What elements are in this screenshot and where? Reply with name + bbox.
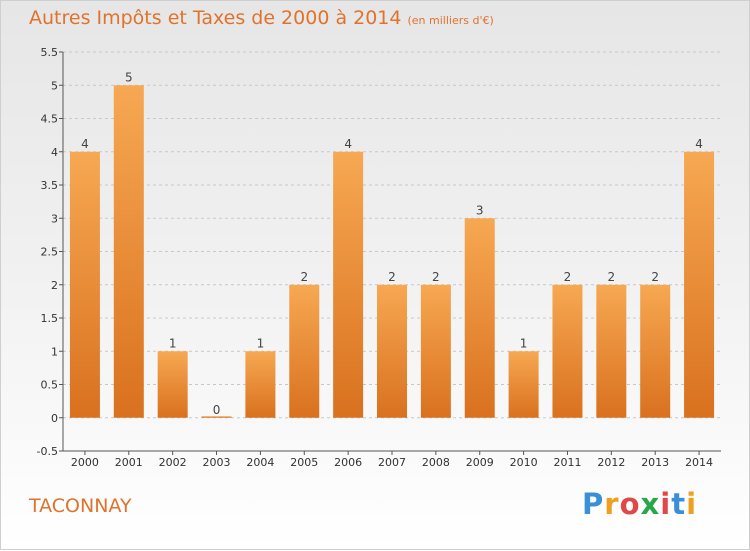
value-label-2010: 1: [520, 336, 528, 350]
value-label-2011: 2: [564, 270, 572, 284]
logo-letter: r: [604, 487, 620, 521]
bar-2010: [508, 351, 539, 418]
value-label-2003: 0: [213, 403, 221, 417]
logo-letter: x: [640, 487, 661, 521]
value-label-2012: 2: [608, 270, 616, 284]
bar-2014: [684, 151, 715, 418]
value-label-2007: 2: [388, 270, 396, 284]
y-tick-label: -0.5: [37, 445, 58, 458]
y-tick-label: 0.5: [41, 379, 59, 392]
bar-2013: [640, 284, 671, 418]
bar-2007: [377, 284, 407, 418]
x-tick-label-2002: 2002: [159, 456, 187, 469]
y-tick-label: 4.5: [41, 113, 59, 126]
bar-2003: [201, 416, 232, 418]
y-tick-label: 2.5: [41, 246, 59, 259]
value-label-2008: 2: [432, 270, 440, 284]
x-axis-labels: 2000 2001 2002 2003 2004 2005 2006 2007 2008 2009…: [71, 456, 713, 469]
bar-2005: [289, 284, 320, 418]
proxiti-logo: Proxiti: [582, 487, 697, 521]
y-tick-label: 1.5: [41, 312, 59, 325]
value-label-2005: 2: [300, 270, 308, 284]
commune-name: TACONNAY: [29, 495, 132, 517]
logo-letter: i: [686, 487, 698, 521]
y-tick-label: 3.5: [41, 179, 59, 192]
value-label-2006: 4: [344, 137, 352, 151]
bar-2000: [69, 151, 100, 418]
y-tick-label: 1: [51, 345, 58, 358]
value-label-2002: 1: [169, 336, 177, 350]
bar-2012: [596, 284, 627, 418]
value-label-2004: 1: [257, 336, 265, 350]
logo-letter: t: [671, 487, 687, 521]
x-tick-label-2003: 2003: [203, 456, 231, 469]
x-tick-label-2005: 2005: [290, 456, 318, 469]
chart-title: Autres Impôts et Taxes de 2000 à 2014 (en…: [29, 7, 494, 29]
y-tick-label: 2: [51, 279, 58, 292]
y-tick-label: 4: [51, 146, 58, 159]
bar-2006: [333, 151, 364, 418]
x-tick-label-2006: 2006: [334, 456, 362, 469]
bar-2004: [245, 351, 276, 418]
bars: [69, 85, 715, 418]
bar-2001: [113, 85, 144, 418]
y-tick-label: 3: [51, 212, 58, 225]
x-tick-label-2012: 2012: [597, 456, 625, 469]
logo-letter: i: [660, 487, 672, 521]
value-label-2014: 4: [695, 137, 703, 151]
bar-2008: [420, 284, 451, 418]
x-tick-label-2000: 2000: [71, 456, 99, 469]
bar-2009: [464, 218, 495, 418]
axes: [59, 51, 721, 455]
x-tick-label-2010: 2010: [510, 456, 538, 469]
x-tick-label-2011: 2011: [553, 456, 581, 469]
value-label-2001: 5: [125, 70, 133, 84]
logo-letter: o: [619, 487, 641, 521]
x-tick-label-2009: 2009: [466, 456, 494, 469]
chart-title-text: Autres Impôts et Taxes de 2000 à 2014: [29, 7, 402, 29]
bar-2011: [552, 284, 583, 418]
y-tick-label: 5: [51, 79, 58, 92]
logo-letter: P: [582, 487, 605, 521]
y-axis-labels: -0.5 0 0.5 1 1.5 2 2.5 3 3.5 4 4.5 5 5.5: [37, 46, 58, 458]
x-tick-label-2007: 2007: [378, 456, 406, 469]
value-label-2000: 4: [81, 137, 89, 151]
x-tick-label-2013: 2013: [641, 456, 669, 469]
chart-unit: (en milliers d'€): [407, 14, 494, 27]
y-tick-label: 0: [51, 412, 58, 425]
x-tick-label-2001: 2001: [115, 456, 143, 469]
value-labels: 4 5 1 0 1 2 4 2 2 3 1 2 2 2 4: [81, 70, 703, 417]
bar-2002: [157, 351, 188, 418]
x-tick-label-2014: 2014: [685, 456, 713, 469]
x-tick-label-2008: 2008: [422, 456, 450, 469]
y-tick-label: 5.5: [41, 46, 59, 59]
x-tick-label-2004: 2004: [246, 456, 274, 469]
value-label-2009: 3: [476, 203, 484, 217]
value-label-2013: 2: [651, 270, 659, 284]
